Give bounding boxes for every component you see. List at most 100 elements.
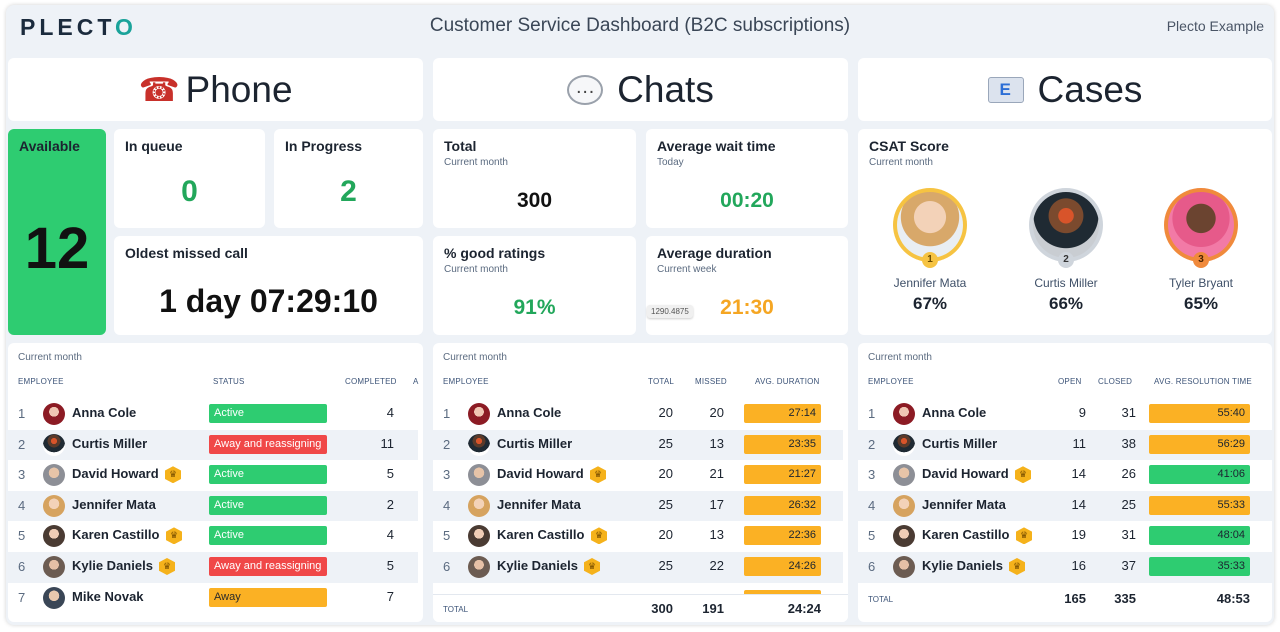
- column-header-avg-duration[interactable]: AVG. DURATION: [755, 377, 820, 386]
- chat-total: 25: [658, 558, 673, 573]
- closed-cases: 31: [1121, 527, 1136, 543]
- completed-count: 4: [386, 405, 394, 420]
- table-row[interactable]: 3 David Howard ♛ 14 26 41:06: [858, 460, 1272, 491]
- table-period: Current month: [18, 352, 82, 363]
- column-header-truncated[interactable]: A: [413, 377, 419, 386]
- avg-resolution-bar: 35:33: [1149, 557, 1250, 576]
- table-row[interactable]: 6 Kylie Daniels ♛ Away and reassigning 5: [8, 552, 418, 583]
- employee-name[interactable]: David Howard: [72, 466, 159, 482]
- table-row[interactable]: 5 Karen Castillo ♛ Active 4: [8, 521, 418, 552]
- table-row[interactable]: 2 Curtis Miller 11 38 56:29: [858, 429, 1272, 461]
- table-row[interactable]: 6 Kylie Daniels ♛ 25 22 24:26: [433, 552, 843, 583]
- table-row[interactable]: 3 David Howard ♛ 20 21 21:27: [433, 460, 843, 491]
- column-header-completed[interactable]: COMPLETED: [345, 377, 397, 386]
- status-badge: Active: [209, 526, 327, 546]
- open-cases: 14: [1071, 466, 1086, 482]
- table-row[interactable]: 5 Karen Castillo ♛ 20 13 22:36: [433, 521, 843, 552]
- email-icon: [987, 76, 1024, 103]
- employee-avatar: [43, 494, 65, 517]
- plecto-logo: PLECTO: [20, 14, 137, 40]
- table-row[interactable]: 4 Jennifer Mata Active 2: [8, 490, 418, 522]
- column-header-avg-resolution-time[interactable]: AVG. RESOLUTION TIME: [1154, 377, 1252, 386]
- employee-name[interactable]: Curtis Miller: [72, 435, 148, 451]
- employee-name[interactable]: Anna Cole: [922, 405, 987, 420]
- employee-name[interactable]: Kylie Daniels: [72, 558, 153, 573]
- total-missed: 191: [702, 601, 724, 616]
- employee-name[interactable]: Jennifer Mata: [72, 496, 156, 512]
- total-avg-resolution-time: 48:53: [1216, 591, 1250, 606]
- chat-missed: 21: [709, 466, 724, 482]
- employee-avatar: [43, 403, 65, 425]
- column-header-total[interactable]: TOTAL: [648, 377, 675, 386]
- table-row[interactable]: 2 Curtis Miller Away and reassigning 11: [8, 429, 418, 461]
- employee-avatar: [893, 403, 915, 425]
- column-header-missed[interactable]: MISSED: [695, 377, 727, 386]
- row-rank: 1: [443, 406, 451, 421]
- telephone-icon: ☎: [138, 71, 180, 108]
- table-row[interactable]: 1 Anna Cole 9 31 55:40: [858, 399, 1272, 430]
- avg-wait-time-value: 00:20: [720, 189, 774, 212]
- row-rank: 6: [868, 559, 876, 574]
- row-rank: 4: [443, 497, 451, 513]
- employee-name[interactable]: Curtis Miller: [922, 435, 998, 451]
- table-row[interactable]: 7 Mike Novak Away 7: [8, 583, 418, 614]
- table-row[interactable]: 6 Kylie Daniels ♛ 16 37 35:33: [858, 552, 1272, 583]
- open-cases: 16: [1071, 558, 1086, 573]
- available-label: Available: [19, 138, 80, 154]
- employee-name[interactable]: Kylie Daniels: [922, 558, 1003, 573]
- in-progress-card: In Progress 2: [274, 129, 423, 228]
- table-row[interactable]: 1 Anna Cole 20 20 27:14: [433, 399, 843, 430]
- trophy-icon: ♛: [590, 466, 606, 484]
- trophy-icon: ♛: [1009, 558, 1025, 575]
- employee-name[interactable]: Curtis Miller: [497, 435, 573, 451]
- employee-name[interactable]: Karen Castillo: [497, 527, 585, 543]
- employee-name[interactable]: Karen Castillo: [922, 527, 1010, 543]
- table-row[interactable]: 5 Karen Castillo ♛ 19 31 48:04: [858, 521, 1272, 552]
- employee-name[interactable]: Kylie Daniels: [497, 558, 578, 573]
- chat-missed: 17: [709, 496, 724, 512]
- in-queue-value: 0: [181, 175, 198, 208]
- good-ratings-period: Current month: [444, 264, 508, 275]
- csat-person-score: 67%: [912, 294, 948, 313]
- column-header-open[interactable]: OPEN: [1058, 377, 1082, 386]
- chat-total: 20: [658, 527, 673, 543]
- table-row[interactable]: 2 Curtis Miller 25 13 23:35: [433, 429, 843, 461]
- open-cases: 9: [1078, 405, 1086, 420]
- employee-name[interactable]: Jennifer Mata: [922, 496, 1006, 512]
- employee-avatar: [43, 525, 65, 548]
- employee-name[interactable]: Mike Novak: [72, 588, 144, 604]
- column-header-employee[interactable]: EMPLOYEE: [443, 377, 489, 386]
- cases-employee-table: Current month EMPLOYEE OPEN CLOSED AVG. …: [858, 343, 1272, 622]
- employee-avatar: [468, 403, 490, 425]
- csat-person-name: Tyler Bryant: [1168, 276, 1234, 290]
- column-header-employee[interactable]: EMPLOYEE: [18, 377, 64, 386]
- column-header-status[interactable]: STATUS: [213, 377, 245, 386]
- header: PLECTO Customer Service Dashboard (B2C s…: [6, 5, 1274, 57]
- employee-name[interactable]: David Howard: [497, 466, 584, 482]
- avg-resolution-bar: 41:06: [1149, 465, 1250, 485]
- chats-total-period: Current month: [444, 157, 508, 168]
- trophy-icon: ♛: [159, 558, 175, 575]
- status-badge: Active: [209, 495, 327, 515]
- trophy-icon: ♛: [1015, 466, 1031, 484]
- csat-rank-1: 1 Jennifer Mata 67%: [870, 188, 990, 314]
- table-row[interactable]: 1 Anna Cole Active 4: [8, 399, 418, 430]
- employee-name[interactable]: Jennifer Mata: [497, 496, 581, 512]
- chat-total: 20: [658, 405, 673, 420]
- column-header-employee[interactable]: EMPLOYEE: [868, 377, 914, 386]
- table-row[interactable]: 3 David Howard ♛ Active 5: [8, 460, 418, 491]
- column-header-closed[interactable]: CLOSED: [1098, 377, 1133, 386]
- employee-name[interactable]: Anna Cole: [497, 405, 562, 420]
- employee-name[interactable]: David Howard: [922, 466, 1009, 482]
- table-row[interactable]: 4 Jennifer Mata 25 17 26:32: [433, 490, 843, 522]
- row-rank: 4: [868, 497, 876, 513]
- employee-name[interactable]: Karen Castillo: [72, 527, 160, 543]
- closed-cases: 25: [1121, 496, 1136, 512]
- employee-name[interactable]: Anna Cole: [72, 405, 137, 420]
- total-label: TOTAL: [868, 595, 894, 604]
- in-queue-card: In queue 0: [114, 129, 265, 228]
- table-row[interactable]: 4 Jennifer Mata 14 25 55:33: [858, 490, 1272, 522]
- oldest-missed-call-card: Oldest missed call 1 day 07:29:10: [114, 236, 423, 335]
- phone-employee-table: Current month EMPLOYEE STATUS COMPLETED …: [8, 343, 423, 622]
- csat-card: CSAT Score Current month 1 Jennifer Mata…: [858, 129, 1272, 335]
